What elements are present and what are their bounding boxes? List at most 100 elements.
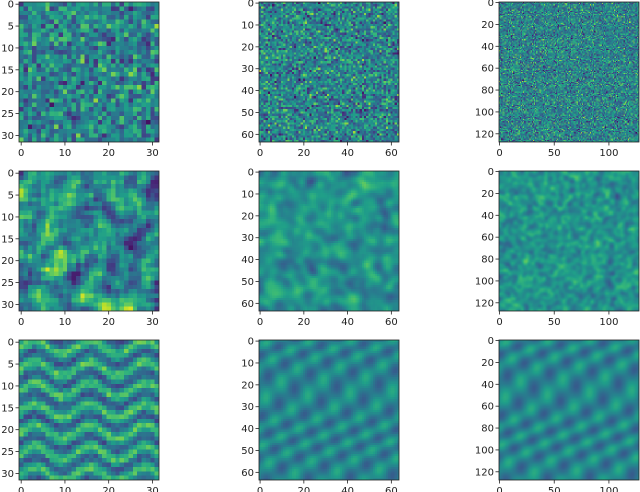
x-tick-label: 40 [341, 317, 354, 328]
y-tick-label: 30 [1, 300, 14, 311]
y-tick-label: 10 [1, 212, 14, 223]
heatmap-image [499, 340, 639, 480]
y-tick-label: 50 [241, 108, 254, 119]
x-tick-label: 50 [548, 317, 561, 328]
x-tick-label: 20 [102, 148, 115, 159]
y-tick-label: 30 [1, 469, 14, 480]
y-tick-label: 50 [241, 277, 254, 288]
axes-frame [498, 339, 640, 481]
y-tick-label: 80 [481, 86, 494, 97]
axes-frame [258, 170, 400, 312]
y-tick-label: 40 [481, 380, 494, 391]
x-tick-label: 0 [496, 148, 502, 159]
y-tick-label: 5 [8, 360, 14, 371]
y-tick-label: 5 [8, 191, 14, 202]
y-tick-label: 10 [241, 20, 254, 31]
y-tick-label: 60 [481, 64, 494, 75]
y-tick-label: 0 [8, 338, 14, 349]
heatmap-panel-6: 0 50 100 0 20 40 60 80 100 120 [475, 167, 640, 328]
y-tick-label: 25 [1, 278, 14, 289]
y-tick-label: 20 [481, 20, 494, 31]
heatmap-panel-4: 0 10 20 30 0 5 10 15 20 25 30 [1, 169, 160, 328]
x-tick-label: 30 [146, 317, 159, 328]
x-tick-label: 10 [59, 148, 72, 159]
x-tick-label: 0 [496, 486, 502, 492]
axes-frame [498, 1, 640, 143]
x-tick-label: 0 [18, 486, 24, 492]
y-tick-label: 80 [481, 424, 494, 435]
y-tick-label: 20 [481, 358, 494, 369]
axes-frame [258, 1, 400, 143]
y-tick-label: 120 [475, 467, 494, 478]
x-tick-label: 100 [599, 317, 618, 328]
y-tick-label: 100 [475, 445, 494, 456]
y-tick-label: 20 [1, 256, 14, 267]
y-tick-label: 20 [241, 380, 254, 391]
x-tick-label: 60 [385, 148, 398, 159]
heatmap-image [259, 340, 399, 480]
y-tick-label: 0 [488, 167, 494, 178]
y-tick-label: 40 [241, 86, 254, 97]
y-tick-label: 15 [1, 234, 14, 245]
x-tick-label: 50 [548, 486, 561, 492]
y-tick-label: 20 [1, 87, 14, 98]
x-tick-label: 40 [341, 148, 354, 159]
y-tick-label: 40 [241, 255, 254, 266]
heatmap-panel-1: 0 10 20 30 0 5 10 15 20 25 30 [1, 0, 160, 159]
y-tick-label: 80 [481, 255, 494, 266]
y-tick-label: 0 [488, 336, 494, 347]
y-tick-label: 25 [1, 109, 14, 120]
heatmap-image [19, 2, 159, 142]
x-tick-label: 20 [102, 486, 115, 492]
axes-frame [498, 170, 640, 312]
heatmap-panel-8: 0 20 40 60 0 10 20 30 40 50 60 [241, 337, 400, 492]
x-tick-label: 0 [496, 317, 502, 328]
y-tick-label: 40 [481, 211, 494, 222]
x-tick-label: 20 [297, 317, 310, 328]
y-tick-label: 15 [1, 65, 14, 76]
y-tick-label: 30 [241, 402, 254, 413]
x-tick-label: 0 [257, 148, 263, 159]
y-tick-label: 60 [241, 130, 254, 141]
y-tick-label: 0 [488, 0, 494, 9]
heatmap-image [499, 2, 639, 142]
y-tick-label: 60 [481, 233, 494, 244]
y-tick-label: 10 [241, 358, 254, 369]
heatmap-image [19, 340, 159, 480]
y-tick-label: 15 [1, 403, 14, 414]
y-tick-label: 30 [1, 131, 14, 142]
y-tick-label: 0 [8, 169, 14, 180]
y-tick-label: 40 [481, 42, 494, 53]
heatmap-panel-9: 0 50 100 0 20 40 60 80 100 120 [475, 336, 640, 492]
y-tick-label: 30 [241, 233, 254, 244]
heatmap-image [499, 171, 639, 311]
y-tick-label: 100 [475, 276, 494, 287]
x-tick-label: 0 [257, 317, 263, 328]
x-tick-label: 10 [59, 486, 72, 492]
heatmap-image [259, 2, 399, 142]
y-tick-label: 25 [1, 447, 14, 458]
x-tick-label: 100 [599, 148, 618, 159]
x-tick-label: 100 [599, 486, 618, 492]
x-tick-label: 30 [146, 148, 159, 159]
y-tick-label: 0 [248, 168, 254, 179]
y-tick-label: 10 [241, 189, 254, 200]
heatmap-panel-7: 0 10 20 30 0 5 10 15 20 25 30 [1, 338, 160, 492]
y-tick-label: 120 [475, 298, 494, 309]
axes-frame [18, 1, 160, 143]
y-tick-label: 120 [475, 129, 494, 140]
x-tick-label: 20 [102, 317, 115, 328]
y-tick-label: 10 [1, 43, 14, 54]
x-tick-label: 0 [18, 317, 24, 328]
y-tick-label: 20 [241, 211, 254, 222]
x-tick-label: 0 [18, 148, 24, 159]
y-tick-label: 60 [481, 402, 494, 413]
y-tick-label: 100 [475, 107, 494, 118]
x-tick-label: 30 [146, 486, 159, 492]
y-tick-label: 60 [241, 299, 254, 310]
y-tick-label: 30 [241, 64, 254, 75]
axes-frame [18, 339, 160, 481]
y-tick-label: 50 [241, 446, 254, 457]
